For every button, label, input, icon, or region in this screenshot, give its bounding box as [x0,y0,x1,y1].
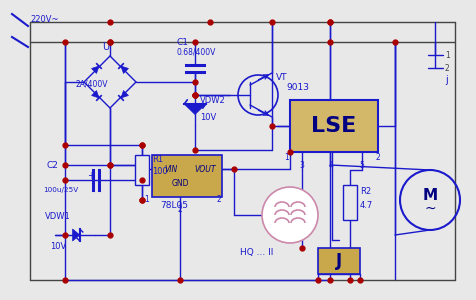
Text: 0.68/400V: 0.68/400V [177,47,216,56]
Text: VDW2: VDW2 [199,95,225,104]
Text: 78L05: 78L05 [159,200,188,209]
Polygon shape [184,104,205,115]
Text: +: + [87,171,95,181]
Text: HQ ... II: HQ ... II [239,248,273,257]
Text: GND: GND [171,178,188,188]
Text: 2A/400V: 2A/400V [76,80,108,88]
Text: 1: 1 [283,154,288,163]
Text: LSE: LSE [311,116,356,136]
Text: VIN: VIN [164,164,177,173]
Polygon shape [91,91,99,98]
Polygon shape [91,66,99,74]
Text: 4.7: 4.7 [359,200,372,209]
Text: 1: 1 [144,196,149,205]
Text: 100: 100 [152,167,168,176]
Text: M: M [422,188,436,202]
Text: C1: C1 [177,38,188,46]
Text: 9013: 9013 [286,82,308,91]
Text: 100u/25V: 100u/25V [43,187,78,193]
Text: 5: 5 [358,161,363,170]
Text: 1: 1 [444,50,449,59]
Text: j: j [444,75,447,85]
Text: 10V: 10V [50,242,66,251]
Text: 4: 4 [328,161,333,170]
Circle shape [261,187,317,243]
Text: U: U [102,42,109,52]
Polygon shape [72,229,79,241]
Bar [152,155,221,197]
Text: 2: 2 [375,154,380,163]
Polygon shape [121,66,128,74]
Bar [289,100,377,152]
Polygon shape [121,91,128,98]
Bar [342,185,356,220]
Bar [317,248,359,274]
Text: ~: ~ [423,202,435,216]
Text: 2: 2 [177,205,182,214]
Text: 3: 3 [298,161,303,170]
Text: 2: 2 [217,196,221,205]
Text: VT: VT [276,73,287,82]
Text: C2: C2 [47,160,59,169]
Text: R2: R2 [359,188,370,196]
Text: J: J [335,252,341,270]
Text: VDW1: VDW1 [45,212,70,221]
Text: 2: 2 [444,64,449,73]
Text: VOUT: VOUT [194,164,215,173]
Text: 10V: 10V [199,113,216,122]
Text: 220V~: 220V~ [30,14,59,23]
Bar [135,155,149,185]
Text: R1: R1 [152,155,163,164]
